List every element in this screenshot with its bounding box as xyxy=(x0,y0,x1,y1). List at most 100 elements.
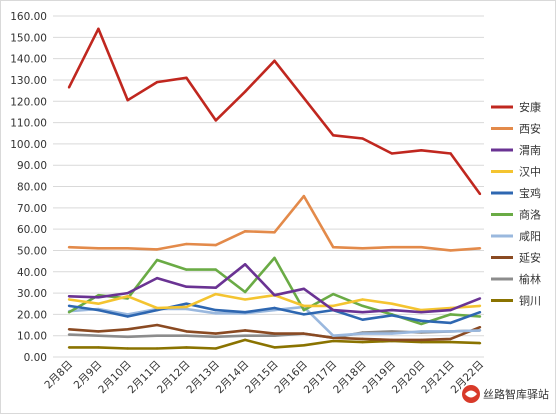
data-point xyxy=(449,330,452,333)
data-point xyxy=(273,231,276,234)
y-tick-label: 150.00 xyxy=(10,32,47,44)
data-point xyxy=(361,298,364,301)
data-point xyxy=(67,328,71,331)
data-point xyxy=(273,293,276,297)
data-point xyxy=(243,338,247,342)
y-tick-label: 20.00 xyxy=(17,309,47,321)
data-point xyxy=(67,346,71,349)
data-point xyxy=(243,334,247,337)
data-point xyxy=(449,321,452,325)
data-point xyxy=(185,346,188,349)
legend-label: 铜川 xyxy=(519,294,541,308)
legend-label: 安康 xyxy=(519,100,541,114)
data-point xyxy=(302,304,306,308)
data-point xyxy=(390,338,394,342)
legend-label: 商洛 xyxy=(519,208,541,222)
data-point xyxy=(420,340,423,344)
legend-label: 渭南 xyxy=(519,144,541,157)
data-point xyxy=(243,263,247,266)
data-point xyxy=(97,27,100,30)
data-point xyxy=(273,256,276,260)
series-line-0 xyxy=(67,27,482,195)
legend-label: 榆林 xyxy=(519,272,541,286)
data-point xyxy=(97,296,100,299)
x-axis-ticks: 2月8日2月9日2月10日2月11日2月12日2月13日2月14日2月15日2月… xyxy=(42,359,486,397)
data-point xyxy=(97,330,100,333)
data-point xyxy=(67,298,71,301)
data-point xyxy=(185,302,188,305)
data-point xyxy=(390,308,394,312)
data-point xyxy=(155,80,159,84)
data-point xyxy=(302,344,306,347)
data-point xyxy=(478,329,482,332)
data-point xyxy=(155,347,159,350)
data-point xyxy=(126,315,129,318)
data-point xyxy=(302,308,306,312)
data-point xyxy=(478,325,482,329)
legend-label: 延安 xyxy=(519,251,541,265)
grid-lines xyxy=(53,15,484,358)
data-point xyxy=(361,137,364,140)
y-tick-label: 100.00 xyxy=(10,139,47,151)
data-point xyxy=(390,330,394,333)
data-point xyxy=(390,314,394,317)
data-point xyxy=(390,152,394,155)
y-tick-label: 60.00 xyxy=(17,224,47,236)
data-point xyxy=(214,308,217,312)
data-point xyxy=(97,247,100,250)
data-point xyxy=(449,313,452,316)
data-point xyxy=(243,311,247,314)
data-point xyxy=(214,286,217,289)
data-point xyxy=(332,304,335,308)
data-point xyxy=(185,307,188,311)
data-point xyxy=(214,243,217,247)
data-point xyxy=(185,330,188,333)
data-point xyxy=(214,332,217,335)
data-point xyxy=(332,134,335,137)
legend-label: 宝鸡 xyxy=(519,186,541,200)
y-tick-label: 140.00 xyxy=(10,54,47,66)
data-point xyxy=(273,59,276,62)
data-point xyxy=(67,86,71,89)
data-point xyxy=(332,246,335,249)
data-point xyxy=(361,304,364,308)
data-point xyxy=(126,328,129,331)
data-point xyxy=(243,290,247,294)
x-tick-label: 2月8日 xyxy=(42,359,75,392)
data-point xyxy=(332,334,335,337)
data-point xyxy=(155,323,159,327)
data-point xyxy=(420,246,423,249)
watermark-logo-mark xyxy=(465,390,477,398)
data-point xyxy=(273,346,276,349)
data-point xyxy=(185,305,188,309)
data-point xyxy=(214,312,217,315)
data-point xyxy=(126,98,129,102)
data-point xyxy=(243,329,247,332)
data-point xyxy=(420,322,423,326)
data-point xyxy=(126,247,129,250)
data-point xyxy=(302,287,306,290)
watermark: 丝路智库驿站 xyxy=(462,385,549,403)
y-tick-label: 160.00 xyxy=(10,11,47,23)
data-point xyxy=(420,338,423,342)
data-point xyxy=(97,346,100,349)
data-point xyxy=(273,334,276,337)
data-point xyxy=(155,258,159,262)
data-point xyxy=(126,347,129,350)
data-point xyxy=(420,308,423,312)
data-point xyxy=(97,293,100,297)
data-point xyxy=(185,334,188,337)
y-tick-label: 80.00 xyxy=(17,182,47,194)
data-point xyxy=(214,268,217,271)
data-point xyxy=(449,308,452,312)
data-point xyxy=(449,249,452,252)
data-point xyxy=(243,298,247,301)
y-tick-label: 10.00 xyxy=(17,331,47,343)
y-tick-label: 50.00 xyxy=(17,245,47,257)
y-tick-label: 70.00 xyxy=(17,203,47,215)
watermark-text: 丝路智库驿站 xyxy=(483,387,549,401)
data-point xyxy=(420,330,423,333)
data-point xyxy=(273,306,276,310)
data-point xyxy=(361,318,364,321)
